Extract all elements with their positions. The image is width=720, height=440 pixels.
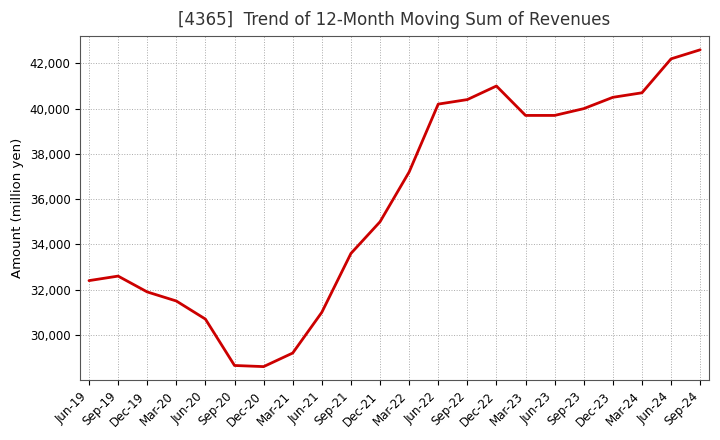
Y-axis label: Amount (million yen): Amount (million yen) bbox=[11, 138, 24, 279]
Title: [4365]  Trend of 12-Month Moving Sum of Revenues: [4365] Trend of 12-Month Moving Sum of R… bbox=[179, 11, 611, 29]
